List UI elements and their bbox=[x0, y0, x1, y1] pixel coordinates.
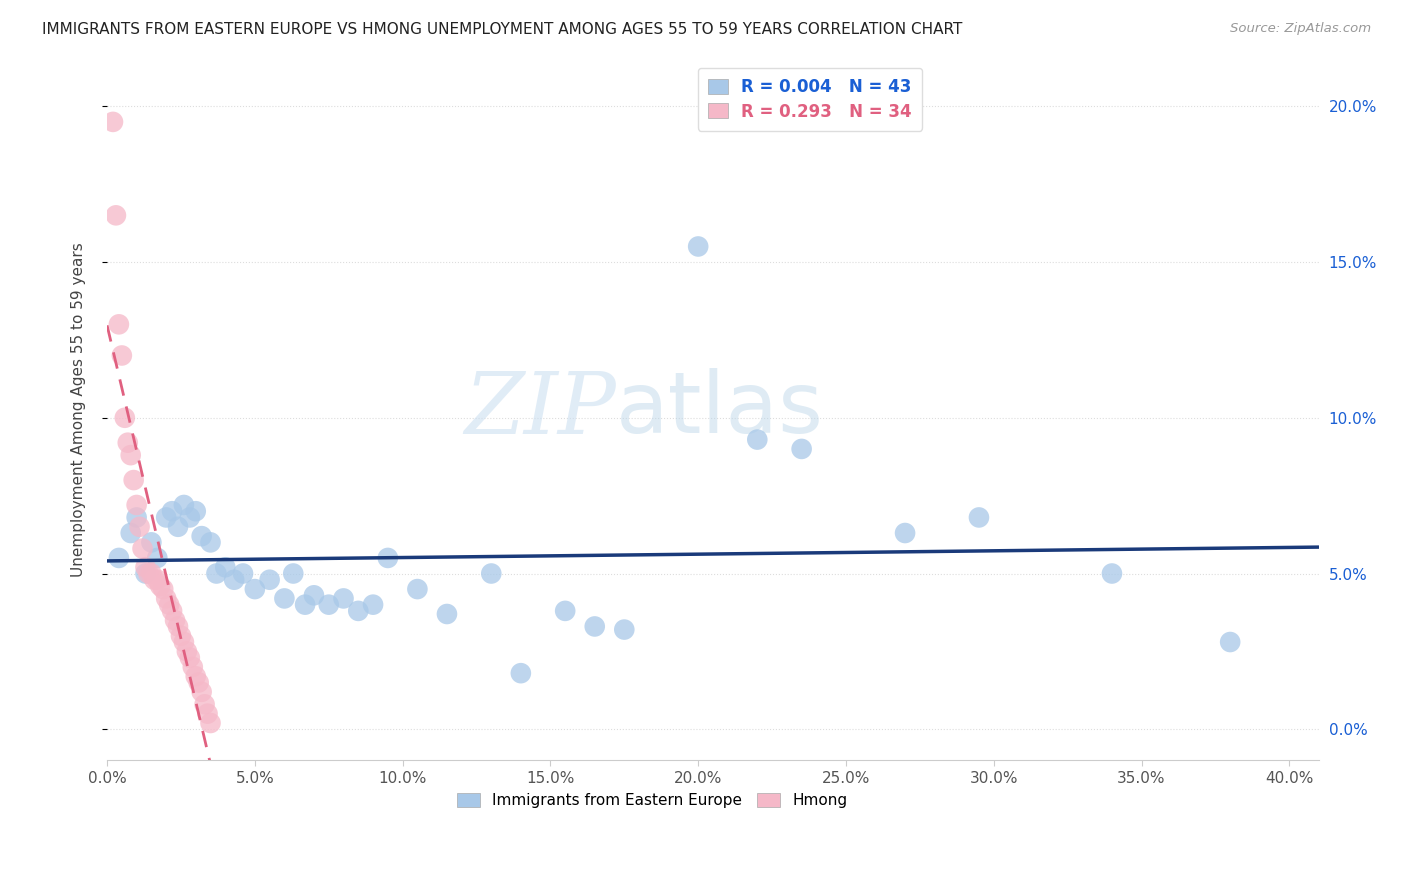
Point bbox=[232, 566, 254, 581]
Point bbox=[184, 669, 207, 683]
Point bbox=[197, 706, 219, 721]
Text: ZIP: ZIP bbox=[464, 368, 616, 451]
Point bbox=[146, 550, 169, 565]
Point bbox=[179, 510, 201, 524]
Point bbox=[318, 598, 340, 612]
Point bbox=[224, 573, 246, 587]
Point bbox=[200, 716, 222, 731]
Point bbox=[377, 550, 399, 565]
Point bbox=[747, 433, 769, 447]
Point bbox=[120, 448, 142, 462]
Legend: Immigrants from Eastern Europe, Hmong: Immigrants from Eastern Europe, Hmong bbox=[450, 786, 855, 816]
Point bbox=[1101, 566, 1123, 581]
Point bbox=[114, 410, 136, 425]
Point bbox=[108, 318, 131, 332]
Point bbox=[170, 629, 193, 643]
Point bbox=[104, 208, 127, 222]
Point bbox=[167, 619, 190, 633]
Point bbox=[141, 566, 163, 581]
Text: IMMIGRANTS FROM EASTERN EUROPE VS HMONG UNEMPLOYMENT AMONG AGES 55 TO 59 YEARS C: IMMIGRANTS FROM EASTERN EUROPE VS HMONG … bbox=[42, 22, 963, 37]
Point bbox=[146, 573, 169, 587]
Point bbox=[120, 526, 142, 541]
Point bbox=[294, 598, 316, 612]
Point bbox=[194, 698, 217, 712]
Point bbox=[688, 239, 710, 253]
Point bbox=[173, 635, 195, 649]
Point bbox=[347, 604, 370, 618]
Point bbox=[406, 582, 429, 596]
Point bbox=[134, 560, 156, 574]
Point bbox=[155, 591, 177, 606]
Point bbox=[554, 604, 576, 618]
Point bbox=[332, 591, 354, 606]
Point bbox=[165, 613, 187, 627]
Point bbox=[117, 435, 139, 450]
Point bbox=[436, 607, 458, 621]
Point bbox=[173, 498, 195, 512]
Point bbox=[361, 598, 384, 612]
Point bbox=[149, 579, 172, 593]
Point bbox=[205, 566, 228, 581]
Y-axis label: Unemployment Among Ages 55 to 59 years: Unemployment Among Ages 55 to 59 years bbox=[72, 243, 86, 577]
Point bbox=[134, 566, 156, 581]
Point bbox=[167, 520, 190, 534]
Point bbox=[122, 473, 145, 487]
Point bbox=[176, 644, 198, 658]
Point bbox=[479, 566, 502, 581]
Point bbox=[184, 504, 207, 518]
Point bbox=[200, 535, 222, 549]
Point bbox=[143, 573, 166, 587]
Point bbox=[894, 526, 917, 541]
Point bbox=[138, 566, 160, 581]
Point bbox=[190, 529, 212, 543]
Point bbox=[243, 582, 266, 596]
Point bbox=[111, 349, 134, 363]
Point bbox=[125, 510, 148, 524]
Point bbox=[152, 582, 174, 596]
Point bbox=[583, 619, 606, 633]
Point bbox=[181, 660, 204, 674]
Point bbox=[157, 598, 180, 612]
Point bbox=[155, 510, 177, 524]
Point bbox=[131, 541, 153, 556]
Point bbox=[1219, 635, 1241, 649]
Point bbox=[283, 566, 305, 581]
Point bbox=[125, 498, 148, 512]
Point bbox=[179, 650, 201, 665]
Point bbox=[214, 560, 236, 574]
Point bbox=[509, 666, 531, 681]
Text: atlas: atlas bbox=[616, 368, 824, 451]
Point bbox=[967, 510, 990, 524]
Point bbox=[128, 520, 150, 534]
Point bbox=[141, 535, 163, 549]
Point bbox=[613, 623, 636, 637]
Point bbox=[101, 115, 124, 129]
Point bbox=[259, 573, 281, 587]
Point bbox=[160, 504, 183, 518]
Point bbox=[187, 675, 209, 690]
Point bbox=[273, 591, 295, 606]
Point bbox=[160, 604, 183, 618]
Point bbox=[190, 685, 212, 699]
Point bbox=[790, 442, 813, 456]
Point bbox=[302, 588, 325, 602]
Point bbox=[108, 550, 131, 565]
Text: Source: ZipAtlas.com: Source: ZipAtlas.com bbox=[1230, 22, 1371, 36]
